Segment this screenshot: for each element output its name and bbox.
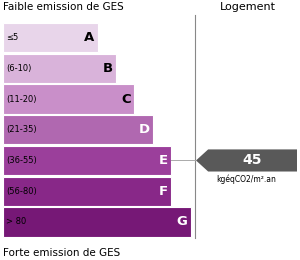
Text: F: F: [159, 185, 168, 198]
FancyBboxPatch shape: [3, 23, 98, 52]
Text: Logement: Logement: [220, 2, 275, 12]
Text: kgéqCO2/m².an: kgéqCO2/m².an: [217, 174, 276, 184]
Text: 45: 45: [243, 153, 262, 167]
Text: (21-35): (21-35): [6, 125, 37, 134]
Text: (6-10): (6-10): [6, 64, 31, 73]
FancyBboxPatch shape: [3, 54, 116, 83]
Text: D: D: [139, 123, 150, 136]
FancyBboxPatch shape: [3, 177, 171, 206]
Text: > 80: > 80: [6, 217, 26, 226]
Text: G: G: [177, 215, 188, 228]
Text: B: B: [102, 62, 112, 75]
FancyBboxPatch shape: [3, 207, 190, 237]
Text: ≤5: ≤5: [6, 33, 18, 42]
Text: (56-80): (56-80): [6, 187, 37, 196]
Text: (11-20): (11-20): [6, 95, 37, 103]
Text: E: E: [159, 154, 168, 167]
Text: Faible emission de GES: Faible emission de GES: [3, 2, 124, 12]
Text: C: C: [121, 93, 130, 106]
Text: A: A: [84, 31, 94, 44]
Text: (36-55): (36-55): [6, 156, 37, 165]
FancyBboxPatch shape: [3, 146, 171, 175]
Polygon shape: [196, 150, 297, 172]
FancyBboxPatch shape: [3, 84, 134, 114]
Text: Forte emission de GES: Forte emission de GES: [3, 248, 120, 258]
FancyBboxPatch shape: [3, 115, 153, 144]
